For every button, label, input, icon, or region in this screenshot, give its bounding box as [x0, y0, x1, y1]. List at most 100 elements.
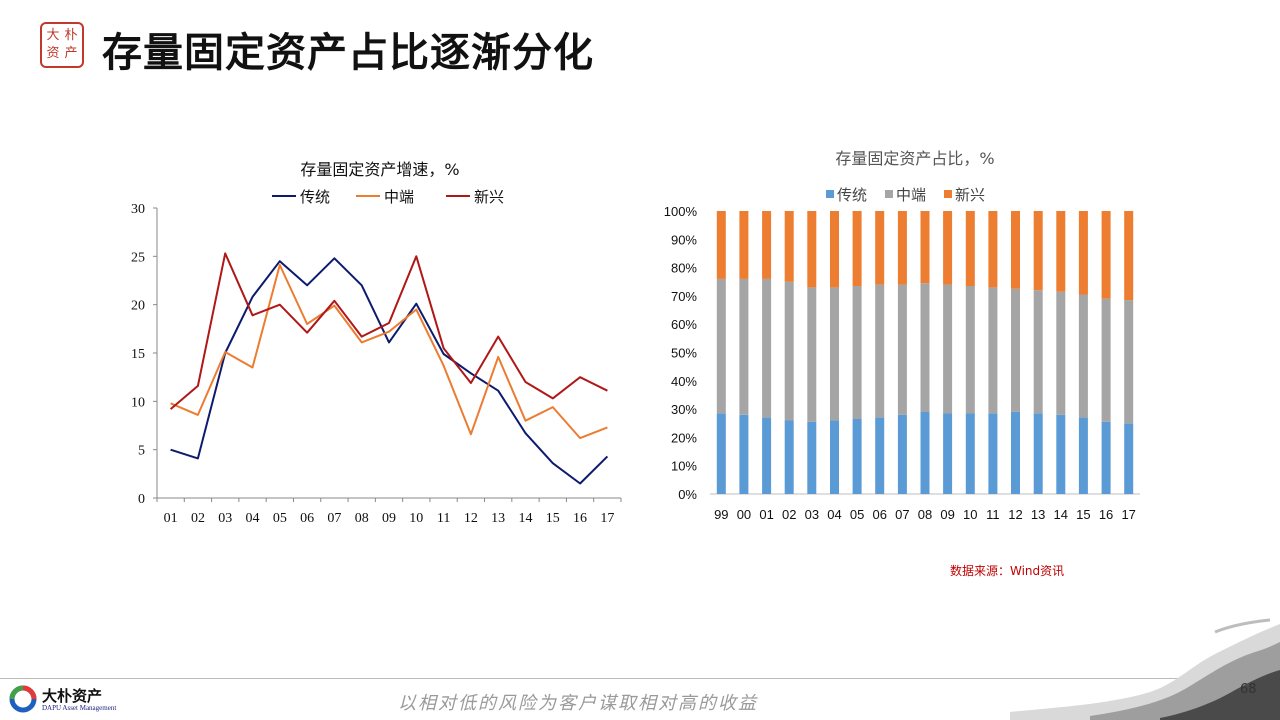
x-tick-label: 15	[546, 511, 560, 526]
legend-label: 传统	[300, 188, 330, 206]
x-tick-label: 07	[327, 511, 341, 526]
x-tick-label: 13	[491, 511, 505, 526]
legend-swatch	[826, 190, 834, 198]
bar-segment-新兴	[830, 211, 839, 288]
bar-segment-传统	[830, 420, 839, 494]
company-seal-logo: 大 朴 资 产	[40, 22, 84, 68]
chart-title: 存量固定资产占比，%	[835, 149, 994, 168]
x-tick-label: 11	[437, 511, 450, 526]
bar-segment-传统	[716, 413, 726, 494]
bar-segment-传统	[1124, 423, 1134, 495]
bar-segment-中端	[1056, 291, 1066, 415]
bar-segment-中端	[762, 278, 772, 418]
x-tick-label: 04	[827, 507, 841, 522]
x-tick-label: 07	[895, 507, 909, 522]
seal-glyph: 大	[46, 28, 60, 43]
page-number: 68	[1240, 682, 1257, 697]
bar-segment-中端	[1033, 290, 1043, 414]
bar-segment-传统	[1056, 414, 1066, 494]
ink-landscape-decoration	[1010, 618, 1280, 720]
legend-label: 中端	[384, 188, 414, 206]
x-tick-label: 14	[1054, 507, 1068, 522]
y-tick-label: 5	[138, 444, 145, 459]
bar-segment-新兴	[739, 211, 749, 279]
x-tick-label: 05	[850, 507, 864, 522]
series-line-新兴	[169, 252, 608, 410]
legend-swatch	[944, 190, 952, 198]
x-tick-label: 99	[714, 507, 728, 522]
x-tick-label: 10	[409, 511, 423, 526]
bar-segment-中端	[920, 283, 930, 412]
seal-glyph: 产	[64, 46, 78, 61]
x-tick-label: 08	[918, 507, 932, 522]
y-tick-label: 90%	[671, 232, 697, 247]
stacked-bar-chart: 存量固定资产占比，% 传统 中端 新兴 0% 10% 20% 30% 40% 50% 60% 70% 8…	[664, 149, 1140, 522]
y-tick-label: 10%	[671, 459, 697, 474]
bar-segment-新兴	[875, 211, 885, 285]
x-tick-label: 02	[782, 507, 796, 522]
x-tick-label: 01	[759, 507, 773, 522]
x-tick-label: 04	[246, 511, 260, 526]
bar-segment-中端	[830, 287, 839, 421]
bar-segment-新兴	[1078, 211, 1088, 295]
bar-segment-新兴	[762, 211, 772, 279]
y-tick-label: 0%	[678, 487, 697, 502]
bar-segment-新兴	[920, 211, 930, 284]
bar-segment-新兴	[1056, 211, 1066, 292]
series-line-传统	[170, 257, 609, 485]
x-tick-label: 00	[737, 507, 751, 522]
seal-glyph: 朴	[64, 28, 78, 43]
bar-segment-中端	[943, 284, 953, 414]
bar-segment-新兴	[716, 211, 726, 279]
y-tick-label: 0	[138, 492, 145, 507]
x-tick-label: 03	[218, 511, 232, 526]
y-tick-label: 40%	[671, 374, 697, 389]
x-tick-label: 10	[963, 507, 977, 522]
y-tick-label: 30	[131, 202, 145, 217]
source-note: 数据来源：Wind资讯	[950, 564, 1065, 578]
y-tick-label: 15	[131, 347, 145, 362]
bar-segment-传统	[988, 413, 998, 494]
chart-title: 存量固定资产增速，%	[300, 160, 459, 179]
legend-swatch	[885, 190, 893, 198]
y-tick-label: 100%	[664, 204, 698, 219]
x-tick-label: 01	[164, 511, 178, 526]
bar-segment-传统	[943, 413, 953, 494]
legend-label: 新兴	[955, 186, 985, 204]
bar-segment-中端	[875, 284, 885, 418]
bar-segment-中端	[1101, 298, 1111, 422]
bar-segment-新兴	[988, 211, 998, 288]
x-tick-label: 15	[1076, 507, 1090, 522]
bar-segment-传统	[807, 421, 817, 494]
x-tick-label: 08	[355, 511, 369, 526]
bar-segment-新兴	[784, 211, 794, 282]
bar-segment-新兴	[1011, 211, 1020, 289]
legend-label: 传统	[837, 186, 867, 204]
y-tick-label: 20%	[671, 430, 697, 445]
bar-segment-新兴	[807, 211, 817, 288]
bar-segment-中端	[784, 281, 794, 421]
x-tick-label: 12	[1008, 507, 1022, 522]
bar-segment-传统	[784, 420, 794, 494]
x-tick-label: 09	[382, 511, 396, 526]
bar-segment-传统	[965, 413, 975, 494]
bar-segment-传统	[897, 414, 907, 494]
bar-segment-传统	[875, 417, 885, 494]
bar-segment-传统	[739, 414, 749, 494]
legend-label: 中端	[896, 186, 926, 204]
bar-segment-传统	[1033, 413, 1043, 494]
bar-segment-传统	[920, 411, 930, 494]
bar-segment-新兴	[965, 211, 975, 286]
x-tick-label: 06	[873, 507, 887, 522]
x-tick-label: 02	[191, 511, 205, 526]
bar-segment-新兴	[1033, 211, 1043, 291]
bar-segment-中端	[852, 286, 862, 419]
y-tick-label: 10	[131, 395, 145, 410]
footer-company-name: 大朴资产	[42, 687, 103, 705]
x-tick-label: 11	[986, 507, 1000, 522]
bar-segment-传统	[1101, 421, 1111, 494]
x-tick-label: 12	[464, 511, 478, 526]
bar-segment-传统	[852, 419, 862, 494]
y-tick-label: 50%	[671, 346, 697, 361]
